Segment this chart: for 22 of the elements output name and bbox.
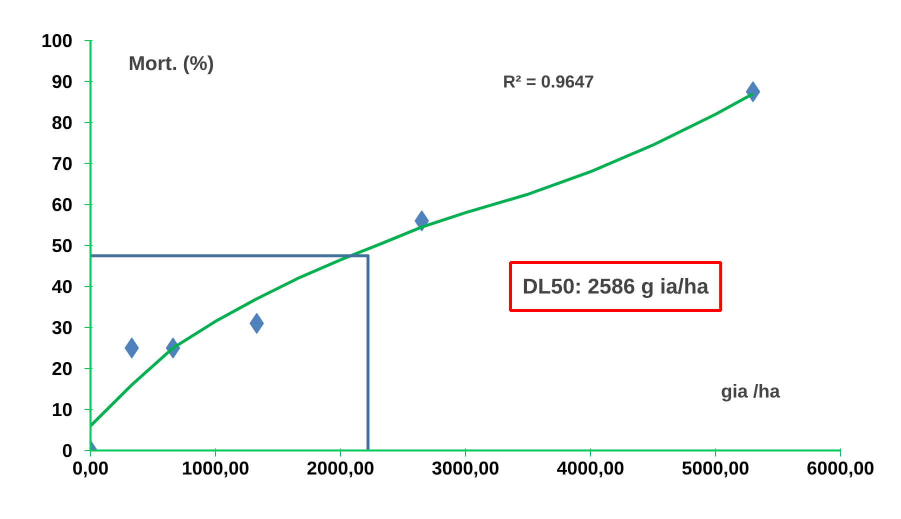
y-tick-label: 60 [52,194,73,215]
y-tick-label: 50 [52,235,73,256]
x-tick-label: 3000,00 [432,458,500,478]
x-tick-label: 2000,00 [306,458,374,478]
x-tick-label: 0,00 [72,458,109,478]
y-tick-label: 70 [52,153,73,174]
y-axis-title: Mort. (%) [128,52,214,75]
x-tick-label: 4000,00 [556,458,624,478]
x-axis-title: gia /ha [720,380,781,402]
y-tick-label: 10 [52,399,73,420]
y-tick-label: 40 [52,276,73,297]
y-tick-label: 30 [52,317,73,338]
annotation: R² = 0.9647 [503,72,594,92]
y-tick-label: 20 [52,358,73,379]
x-tick-label: 5000,00 [682,458,750,478]
annotation: DL50: 2586 g ia/ha [522,274,709,298]
y-tick-label: 100 [41,30,73,51]
y-tick-label: 0 [62,440,73,461]
x-tick-label: 1000,00 [182,458,250,478]
y-tick-label: 90 [52,71,73,92]
y-tick-label: 80 [52,112,73,133]
x-tick-label: 6000,00 [806,458,874,478]
